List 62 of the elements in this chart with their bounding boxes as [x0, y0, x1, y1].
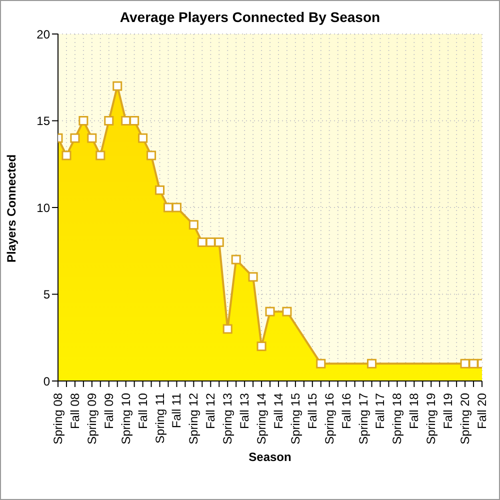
- point: [78, 116, 88, 126]
- point: [130, 116, 140, 126]
- y-tick-label: 20: [36, 27, 50, 42]
- x-tick-label: Spring 08: [51, 392, 65, 444]
- x-tick-label: Fall 08: [68, 392, 82, 430]
- point: [163, 202, 173, 212]
- point: [188, 220, 198, 230]
- x-tick-label: Fall 09: [102, 392, 116, 430]
- point: [172, 202, 182, 212]
- point: [197, 237, 207, 247]
- x-tick-label: Fall 10: [136, 392, 150, 430]
- x-tick-label: Spring 18: [390, 392, 404, 444]
- x-tick-label: Spring 14: [254, 392, 269, 444]
- x-tick-label: Fall 15: [305, 392, 320, 430]
- point: [62, 150, 72, 160]
- point: [214, 237, 224, 247]
- chart-title: Average Players Connected By Season: [118, 9, 382, 25]
- point: [138, 133, 148, 143]
- point: [206, 237, 216, 247]
- x-tick-label: Spring 20: [458, 392, 472, 444]
- x-tick-label: Fall 17: [373, 392, 388, 430]
- point: [96, 150, 106, 160]
- point: [121, 116, 131, 126]
- y-tick-label: 0: [43, 374, 50, 388]
- point: [112, 81, 122, 91]
- x-tick-label: Fall 19: [441, 392, 456, 430]
- point: [316, 358, 326, 368]
- x-tick-label: Fall 13: [238, 392, 252, 430]
- point: [265, 306, 275, 316]
- x-tick-label: Fall 12: [204, 392, 218, 430]
- point: [155, 185, 165, 195]
- point: [460, 358, 470, 368]
- point: [70, 133, 80, 143]
- point: [104, 116, 114, 126]
- point: [367, 358, 377, 368]
- point: [146, 150, 156, 160]
- x-tick-label: Fall 11: [170, 392, 184, 428]
- point: [256, 342, 266, 352]
- point: [87, 133, 97, 143]
- x-tick-label: Spring 09: [84, 392, 99, 444]
- point: [468, 358, 478, 368]
- x-tick-label: Spring 11: [152, 392, 167, 444]
- y-tick-label: 5: [43, 288, 50, 302]
- point: [222, 324, 232, 334]
- x-tick-label: Spring 13: [220, 392, 235, 444]
- x-tick-label: Fall 20: [475, 392, 489, 430]
- y-tick-label: 15: [36, 114, 50, 128]
- x-tick-label: Spring 12: [186, 392, 201, 444]
- x-tick-label: Spring 17: [356, 392, 370, 444]
- x-tick-label: Fall 16: [339, 392, 354, 430]
- point: [231, 254, 241, 264]
- x-tick-label: Spring 10: [118, 392, 133, 444]
- x-tick-label: Spring 19: [424, 392, 438, 444]
- x-axis-title: Season: [248, 450, 292, 464]
- x-tick-label: Spring 16: [322, 392, 336, 444]
- y-tick-label: 10: [36, 200, 50, 215]
- x-tick-label: Fall 14: [271, 392, 286, 430]
- x-tick-label: Fall 18: [407, 392, 422, 430]
- point: [248, 272, 258, 282]
- x-tick-label: Spring 15: [288, 392, 302, 444]
- y-axis-title: Players Connected: [4, 154, 18, 262]
- point: [282, 306, 292, 316]
